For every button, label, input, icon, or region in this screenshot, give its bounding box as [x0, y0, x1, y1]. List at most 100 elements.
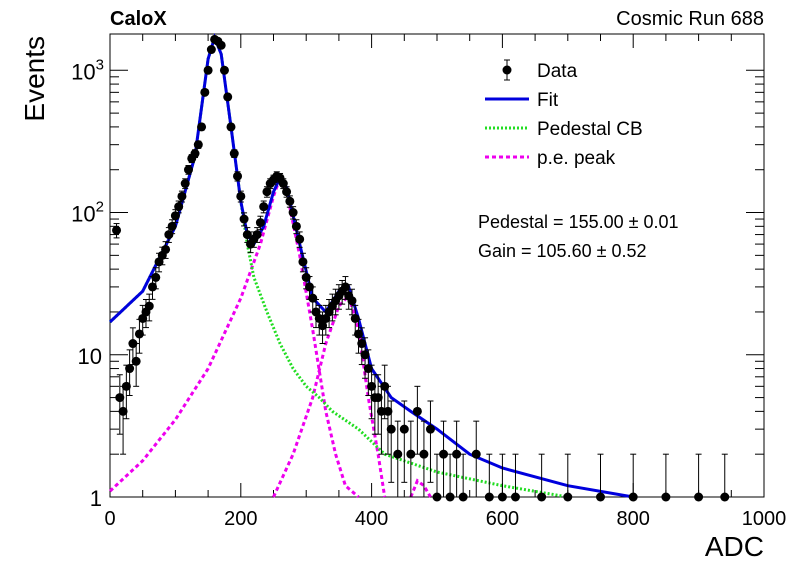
legend-label: Pedestal CB — [537, 119, 643, 140]
data-point — [373, 374, 383, 435]
legend-entry: Data — [502, 59, 578, 82]
data-point — [354, 318, 364, 354]
pedestal-cb-curve — [108, 32, 569, 499]
data-point — [452, 420, 462, 498]
data-point — [360, 337, 370, 379]
x-tick-label: 200 — [224, 508, 257, 530]
data-point — [144, 293, 154, 322]
experiment-label: CaloX — [110, 8, 167, 30]
data-point — [510, 453, 520, 502]
data-point — [439, 420, 449, 498]
data-point — [216, 40, 226, 50]
x-tick-label: 800 — [617, 508, 650, 530]
legend-label: Fit — [537, 90, 559, 111]
data-point — [399, 400, 409, 483]
data-point — [393, 420, 403, 498]
data-point — [432, 453, 442, 502]
data-point — [288, 206, 298, 220]
legend-label: Data — [537, 61, 578, 82]
data-point — [233, 171, 243, 182]
data-point — [197, 122, 207, 132]
pedestal-annotation: Pedestal = 155.00 ± 0.01 — [478, 212, 679, 232]
data-point — [131, 343, 141, 387]
data-point — [206, 45, 216, 55]
y-axis: 1 10 102 103 — [71, 56, 764, 511]
data-point — [376, 385, 386, 455]
data-point — [458, 453, 468, 502]
gain-annotation: Gain = 105.60 ± 0.52 — [478, 241, 647, 261]
x-tick-label: 1000 — [742, 508, 787, 530]
x-axis: 0 200 400 600 800 1000 — [104, 34, 786, 530]
data-point — [190, 149, 200, 159]
data-point — [236, 190, 246, 203]
data-point — [291, 219, 301, 235]
data-point — [563, 453, 573, 502]
data-point — [628, 453, 638, 502]
data-point — [125, 349, 135, 397]
data-point — [298, 252, 308, 273]
data-point — [223, 92, 233, 102]
data-point — [164, 227, 174, 243]
data-points-layer — [112, 34, 730, 502]
data-point — [259, 200, 269, 214]
p-e-peak-3-curve — [409, 478, 432, 498]
data-point — [367, 364, 377, 420]
data-point — [203, 65, 213, 75]
data-point — [497, 453, 507, 502]
data-point — [151, 267, 161, 290]
data-point — [193, 140, 203, 150]
x-axis-label: ADC — [705, 531, 764, 562]
legend-label: p.e. peak — [537, 148, 616, 169]
data-point — [347, 288, 357, 316]
legend: Data Fit Pedestal CB p.e. peak — [485, 59, 643, 169]
data-point — [295, 231, 305, 248]
data-point — [115, 374, 125, 435]
data-point — [282, 186, 292, 198]
data-point — [239, 212, 249, 227]
data-point — [112, 223, 122, 239]
data-point — [200, 87, 210, 97]
data-point — [183, 165, 193, 175]
data-point — [471, 420, 481, 498]
data-point — [661, 453, 671, 502]
data-point — [255, 215, 265, 231]
data-point — [161, 241, 171, 259]
data-point — [229, 149, 239, 159]
data-point — [386, 400, 396, 483]
legend-entry: Fit — [485, 90, 559, 111]
y-tick-label: 10 — [78, 344, 102, 369]
data-point — [419, 420, 429, 498]
data-point — [121, 364, 131, 420]
data-point — [262, 186, 272, 198]
data-point — [314, 304, 324, 336]
y-tick-label: 1 — [90, 486, 102, 511]
data-point — [484, 453, 494, 502]
y-tick-label: 103 — [71, 56, 104, 84]
data-point — [226, 122, 236, 132]
data-point — [383, 385, 393, 455]
data-point — [406, 420, 416, 498]
data-point — [285, 195, 295, 208]
data-point — [180, 178, 190, 190]
x-tick-label: 600 — [486, 508, 519, 530]
data-point — [252, 227, 262, 243]
legend-entry: p.e. peak — [485, 148, 616, 169]
data-point — [308, 286, 318, 313]
data-point — [219, 65, 229, 75]
data-point — [694, 453, 704, 502]
data-point — [720, 453, 730, 502]
p-e-peak-2-curve — [272, 292, 387, 498]
data-point — [177, 190, 187, 203]
data-point — [425, 400, 435, 483]
data-point — [363, 349, 373, 397]
data-point — [412, 385, 422, 455]
data-point — [174, 200, 184, 214]
data-point — [445, 453, 455, 502]
y-axis-label: Events — [19, 36, 50, 122]
x-tick-label: 400 — [355, 508, 388, 530]
p-e-peak-curve — [108, 174, 360, 499]
data-point — [537, 453, 547, 502]
data-point — [596, 453, 605, 502]
run-label: Cosmic Run 688 — [616, 8, 764, 30]
